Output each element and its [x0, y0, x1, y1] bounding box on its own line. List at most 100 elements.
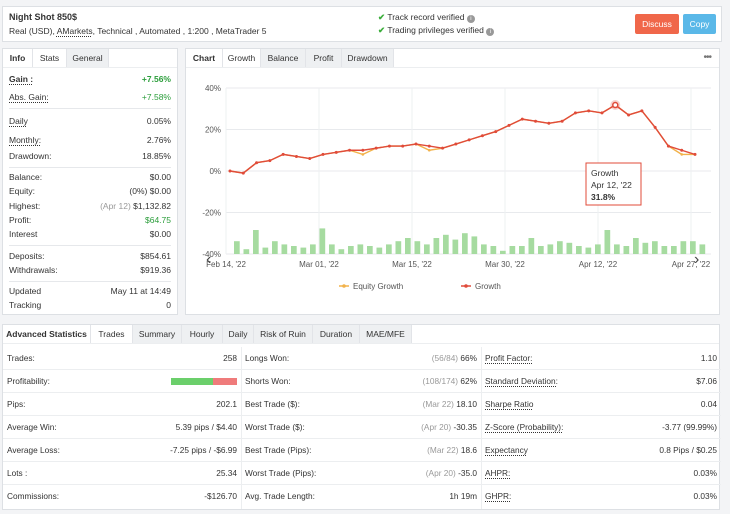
series-point — [587, 109, 591, 113]
series-point — [573, 111, 577, 115]
stat-label[interactable]: AHPR: — [485, 468, 511, 478]
profitability-win-fill — [171, 378, 214, 385]
stat-note: (Mar 22) — [422, 399, 454, 409]
legend-growth[interactable]: Growth — [475, 282, 501, 291]
tab-chart[interactable]: Chart — [186, 49, 223, 67]
legend-equity-growth[interactable]: Equity Growth — [353, 282, 403, 291]
balance-row: Balance: $0.00 — [9, 172, 171, 185]
tooltip-date: Apr 12, '22 — [591, 180, 632, 190]
profitability-bar — [171, 378, 237, 385]
stat-col2-row-6: Avg. Trade Length: 1h 19m — [241, 485, 481, 508]
stat-label: Best Trade (Pips): — [245, 445, 312, 455]
trade-bar — [433, 238, 440, 254]
series-point — [467, 138, 471, 142]
tab-daily[interactable]: Daily — [223, 325, 254, 343]
stat-value: 0.03% — [693, 468, 717, 478]
trade-bar — [338, 249, 345, 254]
stat-value: -7.25 pips / -$6.99 — [170, 445, 237, 455]
stat-col1-row-4: Average Loss: -7.25 pips / -$6.99 — [3, 439, 241, 462]
tab-drawdown[interactable]: Drawdown — [342, 49, 394, 67]
stat-col3-row-5: AHPR: 0.03% — [481, 462, 721, 485]
trade-bar — [547, 244, 554, 254]
tab-summary[interactable]: Summary — [133, 325, 182, 343]
info-icon[interactable]: i — [486, 28, 495, 36]
chart-grid — [225, 87, 711, 255]
interest-row: Interest $0.00 — [9, 229, 171, 242]
tab-stats[interactable]: Stats — [33, 49, 67, 67]
series-point — [480, 134, 484, 138]
copy-button[interactable]: Copy — [683, 14, 716, 34]
gain-label[interactable]: Gain : — [9, 74, 34, 84]
trade-bar — [585, 247, 592, 254]
tab-info[interactable]: Info — [3, 49, 33, 67]
profit-label: Profit: — [9, 215, 32, 225]
monthly-label[interactable]: Monthly: — [9, 135, 42, 145]
trade-bar — [234, 241, 240, 254]
tab-trades[interactable]: Trades — [91, 325, 133, 343]
series-point — [308, 157, 312, 161]
account-title: Night Shot 850$ — [9, 12, 78, 22]
deposits-row: Deposits: $854.61 — [9, 251, 171, 264]
trade-bar — [500, 250, 506, 254]
chevron-left-icon[interactable]: ‹ — [206, 251, 211, 268]
chevron-right-icon[interactable]: › — [694, 251, 699, 268]
series-point — [361, 153, 365, 156]
equity-label: Equity: — [9, 186, 35, 196]
trade-bar — [357, 244, 364, 254]
trade-bar — [576, 246, 582, 254]
stat-label[interactable]: Standard Deviation: — [485, 376, 558, 386]
tab-advanced-statistics[interactable]: Advanced Statistics — [3, 325, 91, 343]
monthly-row: Monthly: 2.76% — [9, 135, 171, 148]
stat-note: (Apr 20) — [421, 422, 452, 432]
stat-label: Average Win: — [7, 422, 57, 432]
series-point — [693, 152, 697, 156]
stat-col1-row-0: Trades: 258 — [3, 347, 241, 370]
stat-label[interactable]: Expectancy — [485, 445, 528, 455]
tab-general[interactable]: General — [67, 49, 109, 67]
tab-profit[interactable]: Profit — [306, 49, 342, 67]
daily-label[interactable]: Daily — [9, 116, 28, 126]
balance-label: Balance: — [9, 172, 43, 182]
stat-col1-row-5: Lots : 25.34 — [3, 462, 241, 485]
y-axis-ticks: 40% 20% 0% -20% -40% — [202, 84, 221, 259]
stat-col1-row-3: Average Win: 5.39 pips / $4.40 — [3, 416, 241, 439]
stat-label[interactable]: GHPR: — [485, 491, 512, 501]
trade-bar — [519, 246, 525, 254]
trade-bar — [566, 242, 573, 254]
trade-bar — [699, 244, 706, 254]
x-tick-label: Mar 30, '22 — [485, 260, 525, 269]
tab-duration[interactable]: Duration — [313, 325, 360, 343]
stat-value: 18.10 — [456, 399, 477, 409]
series-point — [268, 159, 272, 163]
series-point — [228, 169, 232, 173]
trade-bar — [319, 228, 326, 254]
trade-bar — [262, 247, 269, 254]
trade-bar — [348, 246, 354, 254]
tab-growth[interactable]: Growth — [223, 49, 261, 67]
series-point — [520, 117, 524, 121]
highest-note: (Apr 12) — [100, 201, 131, 211]
trade-bar — [680, 241, 687, 254]
info-icon[interactable]: i — [466, 15, 475, 23]
stat-label[interactable]: Z-Score (Probability): — [485, 422, 564, 432]
abs-gain-label[interactable]: Abs. Gain: — [9, 92, 49, 102]
series-point — [374, 146, 378, 150]
x-tick-label: Apr 12, '22 — [579, 260, 618, 269]
more-dots-icon[interactable]: ••• — [703, 52, 711, 63]
tab-hourly[interactable]: Hourly — [182, 325, 223, 343]
trade-bar — [690, 241, 696, 254]
series-point — [494, 130, 498, 134]
stat-label[interactable]: Profit Factor: — [485, 353, 533, 363]
discuss-button[interactable]: Discuss — [635, 14, 679, 34]
stat-value: 202.1 — [216, 399, 237, 409]
broker-link[interactable]: AMarkets — [56, 26, 93, 36]
stat-label: Commissions: — [7, 491, 60, 501]
gain-row: Gain : +7.56% — [9, 74, 171, 87]
daily-row: Daily 0.05% — [9, 116, 171, 129]
stat-col3-row-4: Expectancy 0.8 Pips / $0.25 — [481, 439, 721, 462]
tab-risk-of-ruin[interactable]: Risk of Ruin — [254, 325, 313, 343]
tab-mae-mfe[interactable]: MAE/MFE — [360, 325, 412, 343]
stat-label[interactable]: Sharpe Ratio — [485, 399, 534, 409]
trade-bar — [243, 249, 250, 254]
tab-balance[interactable]: Balance — [261, 49, 306, 67]
